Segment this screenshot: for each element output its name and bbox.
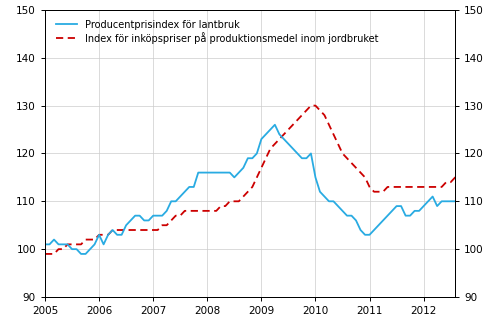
Legend: Producentprisindex för lantbruk, Index för inköpspriser på produktionsmedel inom: Producentprisindex för lantbruk, Index f… bbox=[54, 17, 380, 46]
